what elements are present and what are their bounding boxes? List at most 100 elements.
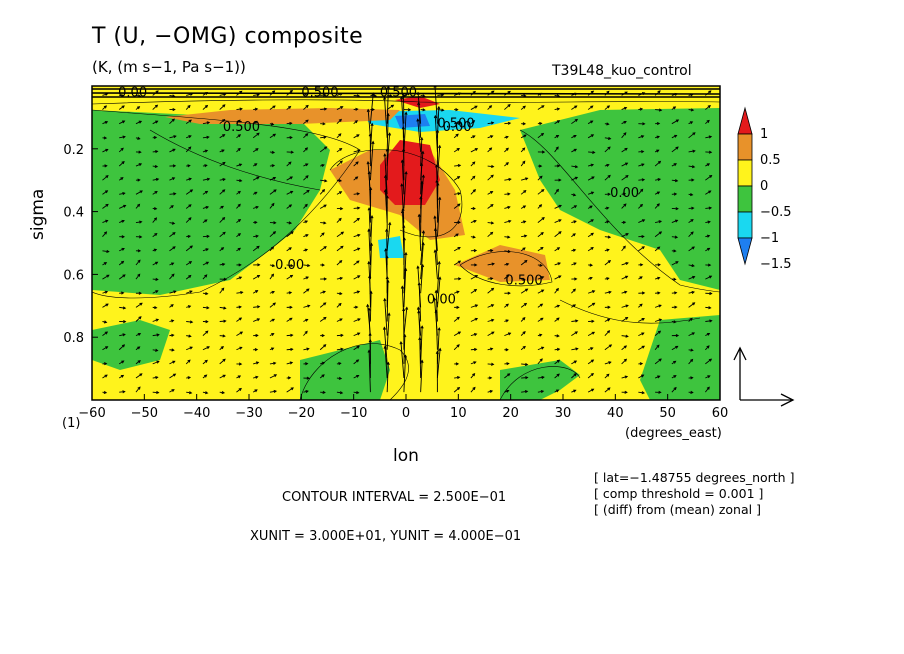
wind-vector-head <box>401 126 405 130</box>
wind-vector-head <box>639 107 644 111</box>
wind-vector-head <box>489 147 493 151</box>
wind-vector-head <box>288 204 293 208</box>
wind-vector-head <box>205 320 209 324</box>
wind-vector <box>384 346 388 379</box>
wind-vector-head <box>370 122 374 127</box>
wind-vector-head <box>522 122 527 126</box>
wind-vector-head <box>420 180 424 185</box>
wind-vector <box>453 344 460 351</box>
wind-vector <box>638 189 644 195</box>
wind-vector <box>671 119 679 125</box>
wind-vector-head <box>123 320 127 324</box>
wind-vector-head <box>416 118 420 122</box>
wind-vector <box>654 330 661 336</box>
wind-vector-head <box>272 231 277 235</box>
wind-vector-head <box>404 171 408 175</box>
wind-vector-head <box>472 206 476 211</box>
wind-vector-head <box>238 387 242 391</box>
wind-vector <box>386 113 389 152</box>
wind-vector <box>135 163 142 167</box>
wind-vector-head <box>237 134 242 138</box>
wind-vector <box>554 359 560 365</box>
wind-vector-head <box>356 134 360 138</box>
wind-vector-head <box>104 92 109 96</box>
wind-vector <box>102 346 108 351</box>
wind-vector <box>383 327 388 364</box>
wind-vector <box>336 218 342 223</box>
wind-vector-head <box>389 94 394 98</box>
wind-vector <box>654 231 662 238</box>
wind-vector-head <box>155 261 159 265</box>
wind-vector <box>152 360 160 365</box>
wind-vector-head <box>306 376 311 380</box>
wind-vector <box>417 119 422 152</box>
wind-vector <box>135 259 141 266</box>
wind-vector-head <box>188 119 192 123</box>
wind-vector-head <box>340 245 344 249</box>
wind-vector-head <box>416 306 421 310</box>
wind-vector-head <box>708 150 713 154</box>
wind-vector-head <box>558 204 562 208</box>
wind-vector-head <box>574 105 578 109</box>
wind-vector <box>219 189 225 195</box>
wind-vector-head <box>522 247 526 251</box>
wind-vector <box>286 90 293 96</box>
wind-vector-head <box>457 331 462 335</box>
wind-vector-head <box>305 362 309 366</box>
wind-vector-head <box>506 362 510 366</box>
wind-vector-head <box>505 162 509 166</box>
wind-vector <box>135 316 142 322</box>
wind-vector-head <box>708 190 712 194</box>
wind-vector <box>169 148 176 153</box>
x-tick-label: 0 <box>402 406 410 421</box>
wind-vector <box>453 148 460 153</box>
wind-vector-head <box>304 203 308 207</box>
wind-vector <box>587 388 594 393</box>
wind-vector-head <box>417 281 421 286</box>
wind-vector <box>554 247 560 252</box>
wind-vector-head <box>154 305 158 310</box>
wind-vector <box>453 176 460 181</box>
wind-vector-head <box>606 122 610 126</box>
wind-vector-head <box>558 178 562 182</box>
wind-vector <box>604 330 610 336</box>
wind-vector-head <box>188 334 192 338</box>
wind-vector-head <box>555 287 559 292</box>
wind-vector <box>219 374 226 379</box>
wind-vector-head <box>155 120 159 124</box>
wind-vector <box>386 313 390 350</box>
wind-vector-head <box>523 302 528 306</box>
wind-vector-head <box>641 391 645 395</box>
wind-vector <box>621 132 627 139</box>
wind-vector <box>303 288 310 294</box>
wind-vector-head <box>204 164 208 168</box>
wind-vector-head <box>538 204 543 208</box>
wind-vector-head <box>690 348 694 352</box>
wind-vector <box>621 175 629 181</box>
wind-vector-head <box>706 332 711 336</box>
wind-vector-head <box>507 121 512 125</box>
x-tick-label: −40 <box>183 406 210 421</box>
wind-vector <box>604 260 611 266</box>
wind-vector <box>384 97 388 138</box>
wind-vector-head <box>606 163 610 167</box>
wind-vector-head <box>625 233 629 236</box>
wind-vector-head <box>640 188 644 192</box>
wind-vector-head <box>338 191 343 195</box>
wind-vector-head <box>323 107 328 111</box>
wind-vector-head <box>220 247 225 251</box>
wind-vector <box>269 105 276 110</box>
wind-vector-head <box>122 135 126 139</box>
wind-vector <box>436 145 441 181</box>
wind-vector-head <box>491 331 495 335</box>
wind-vector <box>253 94 260 96</box>
wind-vector-head <box>435 350 439 355</box>
wind-vector-head <box>189 346 193 350</box>
wind-vector-head <box>400 159 404 163</box>
wind-vector-head <box>606 105 611 109</box>
contour-lines <box>92 99 720 400</box>
wind-vector-head <box>540 317 544 321</box>
wind-vector-head <box>622 220 627 225</box>
region-hot <box>380 140 440 205</box>
wind-vector-head <box>401 93 406 98</box>
